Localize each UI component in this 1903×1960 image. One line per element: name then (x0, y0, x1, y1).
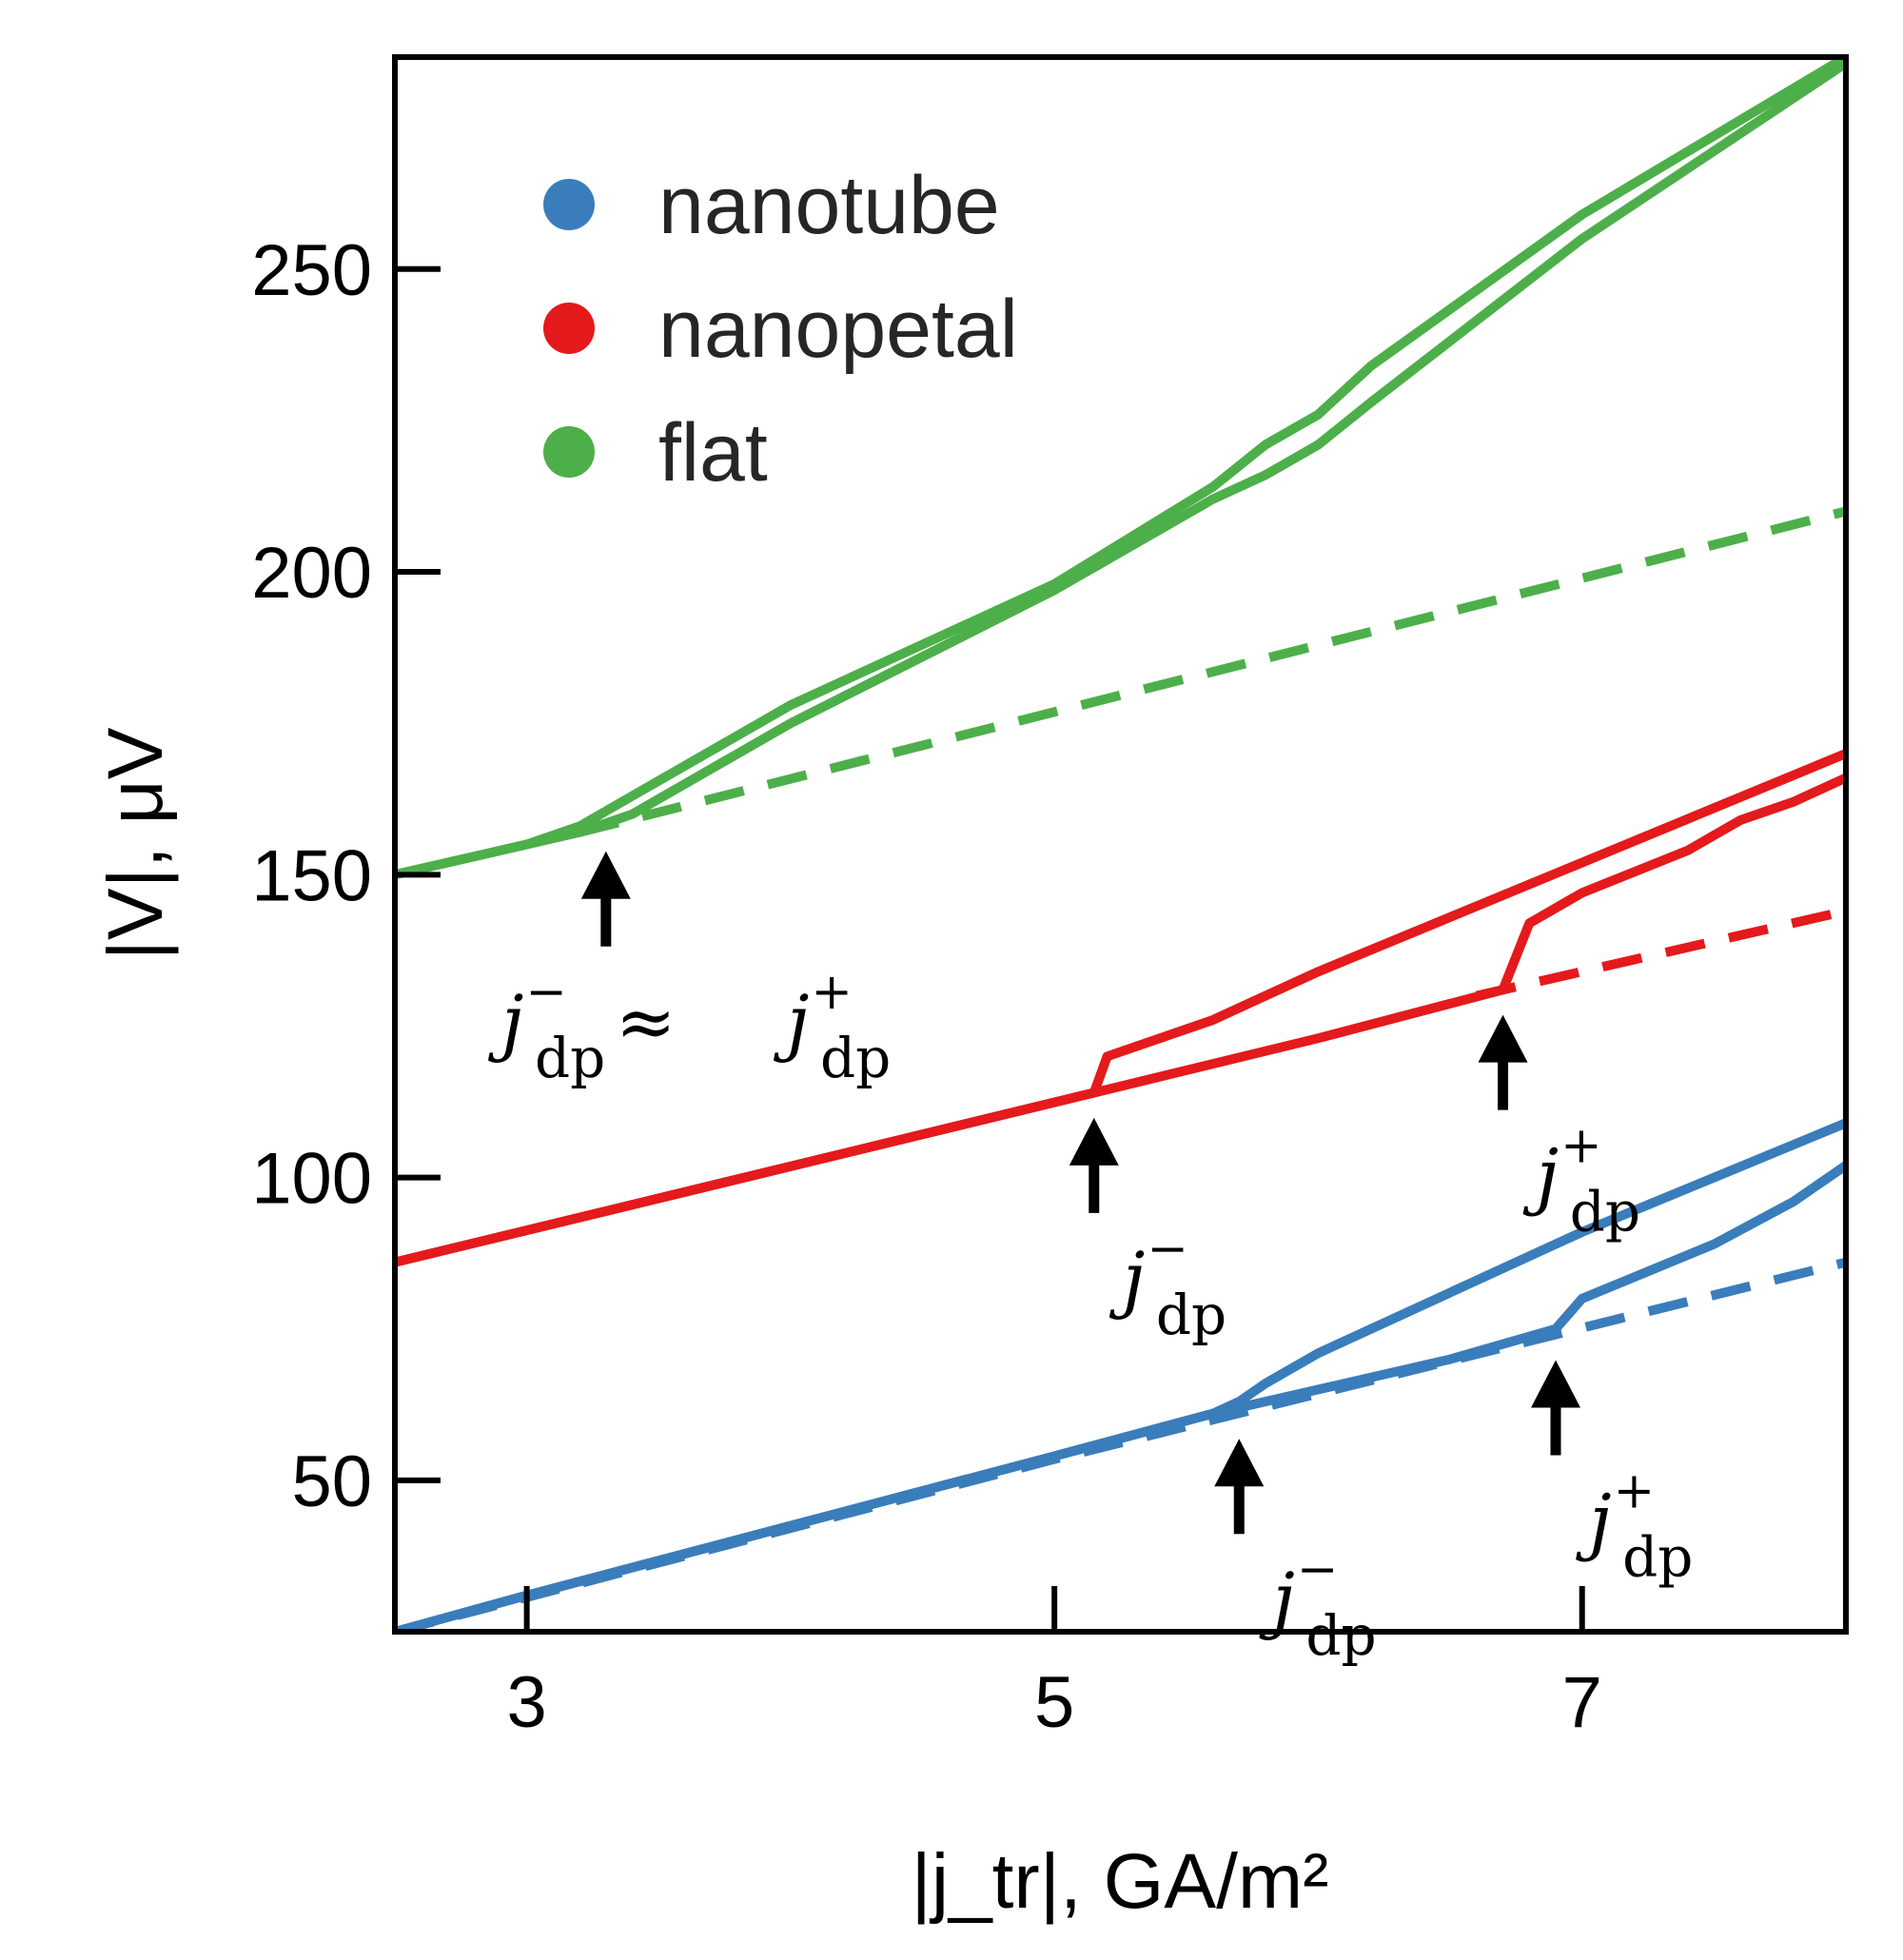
flat-dp-arrow (580, 851, 631, 947)
x-axis-label: |j_tr|, GA/m² (912, 1838, 1329, 1925)
legend-label-nanopetal: nanopetal (658, 284, 1018, 375)
nanopetal-dp-minus-arrow (1069, 1117, 1119, 1213)
nanotube-baseline-line (395, 1257, 1846, 1632)
nanopetal-dp-plus-label: j+ dp (1523, 1118, 1640, 1245)
plot-frame (392, 54, 1849, 1635)
flat-dp-approx: ≈ (616, 979, 677, 1064)
legend-marker-flat (543, 426, 595, 478)
legend-marker-nanotube (543, 179, 595, 230)
legend-label-flat: flat (658, 407, 768, 499)
flat-baseline-line (578, 506, 1846, 837)
plot-area (392, 54, 1849, 1635)
x-tick-label-7: 7 (1562, 1662, 1602, 1743)
nanopetal-dp-minus-label: j− dp (1109, 1221, 1226, 1347)
nanopetal-lower-line (395, 773, 1846, 1267)
nanopetal-upper-line (395, 749, 1846, 1267)
series-layer (395, 57, 1846, 1632)
y-tick-label-250: 250 (251, 230, 372, 311)
nanotube-dp-plus-label: j+ dp (1576, 1462, 1693, 1589)
nanotube-dp-plus-arrow (1531, 1360, 1580, 1456)
nanotube-dp-minus-arrow (1214, 1439, 1265, 1535)
annotations: j− dp ≈ j+ dp j− dp j+ dp j− dp j+ dp (488, 851, 1693, 1668)
x-tick-label-3: 3 (506, 1662, 546, 1743)
flat-lower-line (395, 59, 1846, 880)
flat-dp-label-2: j+ dp (774, 964, 891, 1090)
y-axis-label: |V|, μV (92, 727, 179, 960)
y-tick-label-200: 200 (251, 533, 372, 614)
nanotube-dp-minus-label: j− dp (1259, 1541, 1376, 1668)
flat-dp-label: j− dp (488, 964, 605, 1090)
nanopetal-dp-plus-arrow (1478, 1014, 1528, 1110)
nanotube-lower-line (395, 1161, 1846, 1632)
flat-upper-line (395, 57, 1846, 880)
ticks-layer: 3 5 7 50 100 150 200 250 (251, 230, 1602, 1743)
legend-label-nanotube: nanotube (658, 160, 1000, 251)
y-tick-label-100: 100 (251, 1139, 372, 1220)
legend: nanotube nanopetal flat (543, 160, 1018, 499)
x-tick-label-5: 5 (1034, 1662, 1074, 1743)
legend-marker-nanopetal (543, 303, 595, 354)
y-tick-label-50: 50 (291, 1441, 372, 1522)
y-tick-label-150: 150 (251, 835, 372, 916)
